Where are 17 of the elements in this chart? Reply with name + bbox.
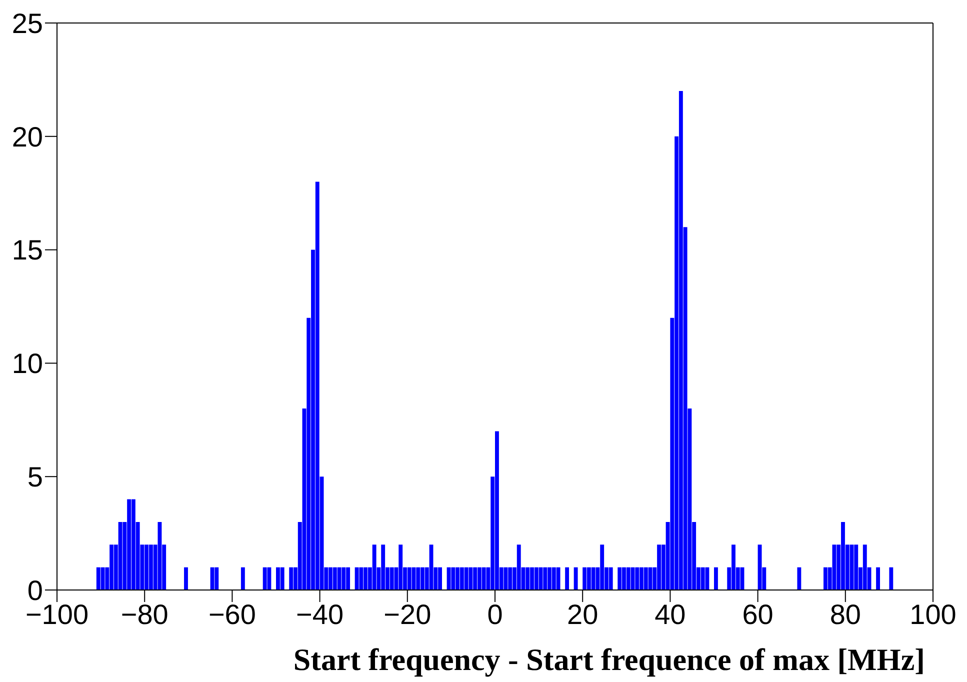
y-tick-label: 10 — [12, 348, 43, 380]
x-tick-label: 0 — [487, 598, 503, 630]
y-tick-label: 5 — [27, 462, 43, 493]
x-tick-label: 60 — [742, 598, 774, 630]
y-tick-label: 15 — [12, 234, 43, 266]
x-tick-label: 80 — [830, 598, 861, 630]
x-axis-title: Start frequency - Start frequence of max [MHz] — [293, 642, 925, 677]
x-tick-label: −40 — [296, 598, 344, 630]
x-tick-label: 40 — [654, 598, 686, 630]
x-tick-label: −60 — [208, 598, 256, 630]
y-tick-label: 20 — [12, 121, 43, 152]
x-tick-label: 100 — [910, 598, 956, 630]
y-tick-label: 0 — [27, 574, 43, 606]
x-tick-label: −20 — [384, 598, 432, 630]
x-tick-label: −80 — [120, 598, 168, 630]
x-tick-label: 20 — [567, 598, 598, 630]
y-tick-label: 25 — [12, 8, 43, 39]
